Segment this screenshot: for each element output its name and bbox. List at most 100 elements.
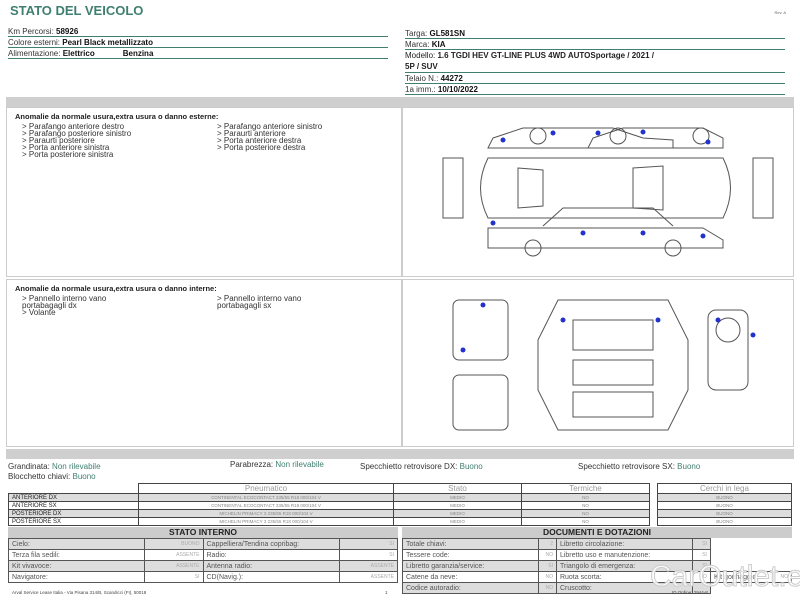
field-value: SI bbox=[538, 560, 557, 572]
tyre-position: POSTERIORE SX bbox=[8, 517, 139, 526]
interior-title: Anomalie da normale usura,extra usura o … bbox=[15, 284, 217, 293]
rim-header: Cerchi in lega bbox=[657, 483, 792, 494]
damage-item: > Parafango posteriore sinistro bbox=[22, 129, 132, 138]
exterior-right-column: > Parafango anteriore sinistro > Paraurti… bbox=[217, 123, 412, 158]
chassis-label: Telaio N.: bbox=[405, 74, 439, 83]
documenti-row: Totale chiavi: 2 Libretto circolazione: SI bbox=[401, 538, 792, 550]
field-label: Antenna radio: bbox=[202, 560, 340, 572]
interior-right-column: > Pannello interno vano portabagagli sx bbox=[217, 295, 412, 316]
field-value: ASSENTE bbox=[338, 560, 399, 572]
rim-row: BUONO bbox=[657, 517, 792, 526]
chassis-value: 44272 bbox=[440, 74, 463, 83]
field-value: BUONO bbox=[144, 538, 204, 550]
revision: Rev. A bbox=[774, 10, 787, 15]
interior-left-column: > Pannello interno vano portabagagli dx > … bbox=[22, 294, 217, 317]
footer-company: Arval Service Lease Italia - Via Pisana … bbox=[12, 590, 147, 595]
field-label: Cruscotto: bbox=[555, 582, 694, 594]
watermark-logo: CarOutlet.eu bbox=[649, 560, 800, 594]
rim-state: BUONO bbox=[657, 493, 792, 502]
tyre-position: ANTERIORE DX bbox=[8, 493, 139, 502]
section-divider bbox=[6, 97, 794, 107]
model-label: Modello: bbox=[405, 51, 436, 60]
keys-check: Blocchetto chiavi: Buono bbox=[8, 472, 96, 481]
interno-row: Navigatore: SI CD(Navig.): ASSENTE bbox=[7, 571, 399, 583]
brand-value: KIA bbox=[431, 40, 446, 49]
tyre-header: Pneumatico bbox=[138, 483, 394, 494]
model-row: Modello: 1.6 TGDI HEV GT-LINE PLUS 4WD A… bbox=[405, 50, 785, 73]
field-value: ASSENTE bbox=[144, 560, 204, 572]
windshield-value: Non rilevabile bbox=[275, 460, 324, 469]
interno-row: Kit vivavoce: ASSENTE Antenna radio: ASSENT… bbox=[7, 560, 399, 572]
field-label: Totale chiavi: bbox=[401, 538, 540, 550]
interior-diagram bbox=[402, 279, 794, 447]
winter-header: Termiche bbox=[521, 483, 650, 494]
fuel-value-2: Benzina bbox=[122, 49, 154, 58]
field-label: Kit gonfiaggio: bbox=[709, 571, 775, 583]
tyre-winter: NO bbox=[521, 517, 650, 526]
damage-item: > Parafango anteriore destro bbox=[22, 122, 125, 131]
mirror-dx-check: Specchietto retrovisore DX: Buono bbox=[360, 462, 483, 471]
brand-label: Marca: bbox=[405, 40, 430, 49]
rim-state: BUONO bbox=[657, 501, 792, 510]
car-interior-diagram-icon bbox=[452, 299, 756, 431]
documenti-section: DOCUMENTI E DOTAZIONI Totale chiavi: 2 Lib… bbox=[401, 527, 792, 594]
damage-item: > Pannello interno vano bbox=[22, 294, 107, 303]
field-value bbox=[692, 582, 711, 594]
interior-damage-list: Anomalie da normale usura,extra usura o … bbox=[6, 279, 402, 447]
field-value: 2 bbox=[538, 538, 557, 550]
tyre-model: MICHELIN PRIMACY 3 235/55 R18 000/104 V bbox=[138, 509, 394, 518]
field-label: Cappelliera/Tendina copribag: bbox=[202, 538, 340, 550]
km-row: Km Percorsi: 58926 bbox=[8, 26, 388, 37]
field-label: Kit vivavoce: bbox=[7, 560, 146, 572]
exterior-title: Anomalie da normale usura,extra usura o … bbox=[15, 112, 219, 121]
field-label: Terza fila sedili: bbox=[7, 549, 146, 561]
vehicle-info-right: Targa: GL581SN Marca: KIA Modello: 1.6 T… bbox=[405, 28, 785, 95]
tyre-row: POSTERIORE SX MICHELIN PRIMACY 3 235/55 R… bbox=[8, 517, 650, 526]
chassis-row: Telaio N.: 44272 bbox=[405, 73, 785, 84]
damage-item: > Porta posteriore destra bbox=[217, 143, 306, 152]
model-value-2: 5P / SUV bbox=[405, 62, 438, 71]
page-number: 1 bbox=[385, 590, 388, 595]
damage-item: > Paraurti anteriore bbox=[217, 129, 286, 138]
field-value: NO bbox=[773, 571, 792, 583]
mirror-sx-label: Specchietto retrovisore SX: bbox=[578, 462, 675, 471]
damage-item: > Paraurti posteriore bbox=[22, 136, 95, 145]
page-title: STATO DEL VEICOLO bbox=[10, 3, 144, 18]
field-label: Libretto circolazione: bbox=[555, 538, 694, 550]
field-label: Libretto garanzia/service: bbox=[401, 560, 540, 572]
rim-state: BUONO bbox=[657, 517, 792, 526]
brand-row: Marca: KIA bbox=[405, 39, 785, 50]
field-label: Cielo: bbox=[7, 538, 146, 550]
field-value: NO bbox=[538, 571, 557, 583]
field-value: SI bbox=[692, 549, 711, 561]
documenti-row: Codice autoradio: NO Cruscotto: bbox=[401, 582, 792, 594]
damage-item: > Porta posteriore sinistra bbox=[22, 150, 114, 159]
damage-item: > Porta anteriore sinistra bbox=[22, 143, 110, 152]
field-value: SI bbox=[338, 549, 399, 561]
field-value: NO bbox=[538, 582, 557, 594]
mirror-sx-check: Specchietto retrovisore SX: Buono bbox=[578, 462, 700, 471]
exterior-left-column: > Parafango anteriore destro > Parafango … bbox=[22, 122, 217, 159]
tyre-state: MEDIO bbox=[393, 517, 522, 526]
windshield-check: Parabrezza: Non rilevabile bbox=[230, 460, 325, 469]
tyre-state: MEDIO bbox=[393, 509, 522, 518]
tyre-model: CONTINENTAL ECOCONTACT 235/55 R18 000/10… bbox=[138, 493, 394, 502]
exterior-diagram bbox=[402, 107, 794, 277]
field-label: CD(Navig.): bbox=[202, 571, 340, 583]
field-label: Catene da neve: bbox=[401, 571, 540, 583]
field-value: ASSENTE bbox=[338, 571, 399, 583]
tyre-winter: NO bbox=[521, 493, 650, 502]
field-label: Codice autoradio: bbox=[401, 582, 540, 594]
tyre-row: POSTERIORE DX MICHELIN PRIMACY 3 235/55 R… bbox=[8, 509, 650, 518]
field-value: NO bbox=[538, 549, 557, 561]
damage-item: > Volante bbox=[22, 308, 56, 317]
damage-item: > Porta anteriore destra bbox=[217, 136, 302, 145]
field-label: Navigatore: bbox=[7, 571, 146, 583]
field-value: ASSENTE bbox=[144, 549, 204, 561]
tyre-row: ANTERIORE DX CONTINENTAL ECOCONTACT 235/5… bbox=[8, 493, 650, 502]
color-value: Pearl Black metallizzato bbox=[62, 38, 153, 47]
documenti-title: DOCUMENTI E DOTAZIONI bbox=[402, 527, 792, 538]
field-value: SI bbox=[144, 571, 204, 583]
exterior-damage-list: Anomalie da normale usura,extra usura o … bbox=[6, 107, 402, 277]
keys-value: Buono bbox=[72, 472, 96, 481]
